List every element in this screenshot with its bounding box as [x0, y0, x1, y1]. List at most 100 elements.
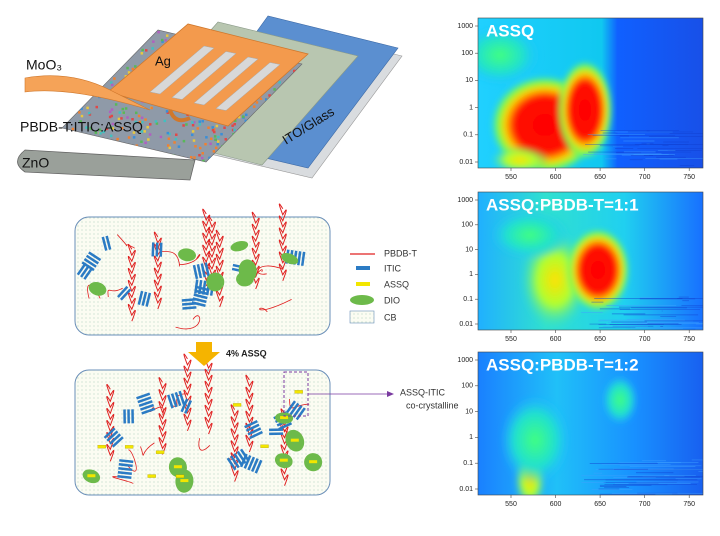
itic-bar [118, 467, 133, 472]
intensity-region [490, 146, 550, 168]
speckle-dot [216, 140, 220, 143]
speckle-dot [67, 109, 70, 112]
speckle-dot [89, 58, 92, 61]
itic-bar [192, 297, 207, 304]
speckle-dot [268, 94, 271, 97]
speckle-dot [62, 102, 64, 105]
heatmap [478, 18, 703, 168]
speckle-dot [209, 137, 213, 141]
speckle-dot [72, 64, 76, 67]
itic-bar [295, 407, 306, 421]
speckle-dot [151, 47, 154, 50]
speckle-dot [201, 152, 204, 155]
pbdbt-lamella [278, 203, 287, 281]
speckle-dot [137, 114, 141, 118]
speckle-dot [74, 150, 78, 153]
speckle-dot [235, 161, 239, 162]
speckle-dot [174, 137, 178, 141]
x-tick-label: 550 [505, 336, 517, 343]
speckle-dot [101, 38, 105, 42]
speckle-dot [213, 130, 216, 134]
dio-droplet [281, 252, 299, 265]
speckle-dot [144, 118, 147, 121]
assq-bar [280, 416, 289, 420]
speckle-dot [109, 126, 113, 129]
speckle-dot [95, 146, 98, 150]
heatmap-intensity [490, 210, 630, 330]
itic-bar [88, 251, 102, 262]
speckle-dot [107, 31, 111, 34]
speckle-dot [114, 103, 118, 106]
speckle-dot [111, 37, 115, 40]
speckle-dot [200, 156, 204, 160]
speckle-dot [158, 151, 162, 155]
speckle-dot [81, 35, 85, 39]
itic-bar [226, 457, 237, 471]
active-label: PBDB-T:ITIC:ASSQ [20, 119, 143, 135]
speckle-dot [168, 132, 171, 136]
y-tick-label: 1000 [457, 197, 473, 204]
intensity-region [490, 210, 570, 260]
itic-bar [245, 423, 260, 432]
speckle-dot [140, 120, 144, 124]
speckle-dot [100, 56, 104, 60]
x-tick-label: 550 [505, 501, 517, 508]
speckle-dot [79, 120, 82, 123]
itic-stack [137, 290, 152, 307]
plot-frame [477, 351, 704, 496]
itic-bar [83, 258, 97, 268]
speckle-dot [233, 161, 236, 162]
speckle-dot [165, 34, 169, 37]
itic-stack [117, 459, 134, 480]
speckle-dot [110, 108, 114, 111]
intensity-region [478, 25, 540, 85]
callout-arrowhead [387, 391, 394, 397]
speckle-dot [191, 130, 195, 133]
polymer-chain [178, 254, 201, 265]
speckle-dot [65, 145, 69, 148]
speckle-dot [117, 117, 121, 121]
speckle-dot [113, 77, 116, 80]
itic-bar [117, 285, 129, 298]
speckle-dot [102, 60, 105, 63]
legend-label: ASSQ [384, 279, 409, 289]
assq-bar [173, 465, 182, 469]
speckle-dot [86, 39, 90, 43]
y-tick-label: 0.01 [459, 486, 473, 493]
itic-stack [123, 409, 134, 424]
speckle-dot [151, 151, 154, 154]
speckle-dot [241, 115, 245, 118]
itic-bar [111, 436, 124, 448]
x-tick-label: 600 [550, 336, 562, 343]
speckle-dot [80, 114, 84, 118]
speckle-dot [88, 32, 91, 36]
polymer-chain [172, 393, 188, 407]
speckle-dot [86, 106, 89, 110]
itic-bar [81, 261, 95, 272]
itic-bar [119, 459, 134, 464]
itic-bar [119, 288, 132, 301]
speckle-dot [86, 52, 90, 56]
itic-bar [123, 409, 126, 424]
speckle-dot [244, 119, 248, 123]
itic-bar [85, 254, 100, 265]
speckle-dot [255, 101, 259, 104]
speckle-dot [150, 106, 153, 110]
speckle-dot [63, 33, 66, 37]
pbdbt-lamella [106, 383, 115, 462]
speckle-dot [140, 140, 143, 143]
speckle-dot [120, 126, 124, 130]
speckle-dot [100, 37, 104, 41]
process-arrow [188, 342, 220, 366]
speckle-dot [111, 122, 115, 126]
speckle-dot [92, 68, 95, 71]
assq-bar [294, 390, 303, 394]
speckle-dot [81, 42, 84, 46]
speckle-dot [131, 38, 134, 42]
itic-bar [141, 407, 156, 415]
itic-bar [229, 455, 240, 469]
y-tick-label: 0.1 [463, 132, 473, 139]
y-tick-label: 10 [465, 408, 473, 415]
speckle-dot [211, 128, 215, 132]
pbdbt-lamella [202, 208, 211, 287]
